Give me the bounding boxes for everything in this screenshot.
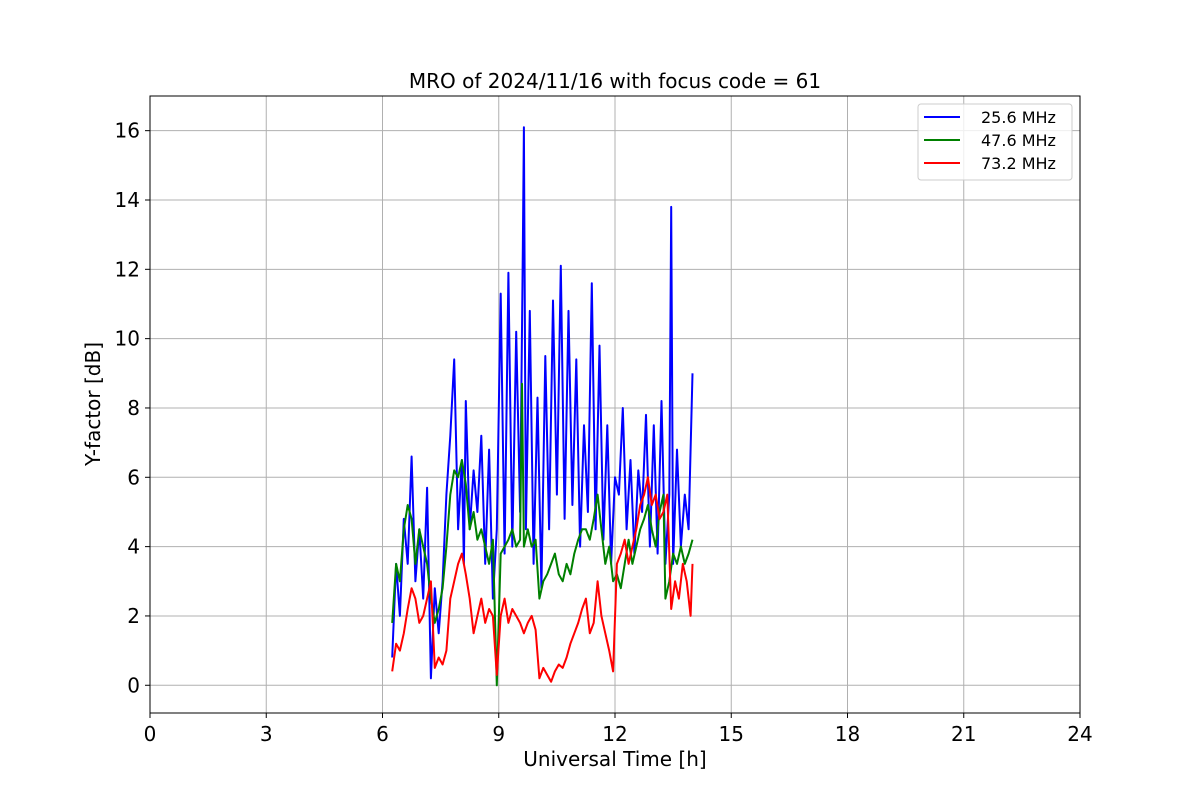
y-tick-label: 6 [127, 465, 140, 489]
y-tick-label: 10 [115, 327, 140, 351]
legend-label: 25.6 MHz [981, 108, 1056, 127]
x-axis-label: Universal Time [h] [523, 747, 706, 771]
chart-title: MRO of 2024/11/16 with focus code = 61 [409, 69, 821, 93]
x-tick-label: 6 [376, 722, 389, 746]
x-tick-label: 3 [260, 722, 273, 746]
y-tick-label: 4 [127, 535, 140, 559]
y-tick-label: 8 [127, 396, 140, 420]
legend-box [917, 103, 1073, 181]
series-group [391, 126, 694, 687]
y-tick-label: 2 [127, 604, 140, 628]
y-tick-label: 16 [115, 119, 140, 143]
series-line-0 [391, 126, 694, 680]
y-tick-label: 12 [115, 257, 140, 281]
y-tick-label: 14 [115, 188, 140, 212]
legend-label: 47.6 MHz [981, 131, 1056, 150]
x-tick-label: 21 [951, 722, 976, 746]
y-tick-label: 0 [127, 673, 140, 697]
series-line-1 [391, 382, 694, 687]
x-tick-label: 18 [835, 722, 860, 746]
y-axis-label: Y-factor [dB] [81, 342, 105, 467]
legend: 25.6 MHz 47.6 MHz 73.2 MHz [917, 103, 1073, 181]
x-tick-label: 0 [144, 722, 157, 746]
series-line-2 [391, 476, 694, 683]
legend-label: 73.2 MHz [981, 154, 1056, 173]
x-tick-label: 24 [1067, 722, 1092, 746]
x-tick-label: 12 [602, 722, 627, 746]
x-tick-label: 9 [492, 722, 505, 746]
x-tick-label: 15 [719, 722, 744, 746]
